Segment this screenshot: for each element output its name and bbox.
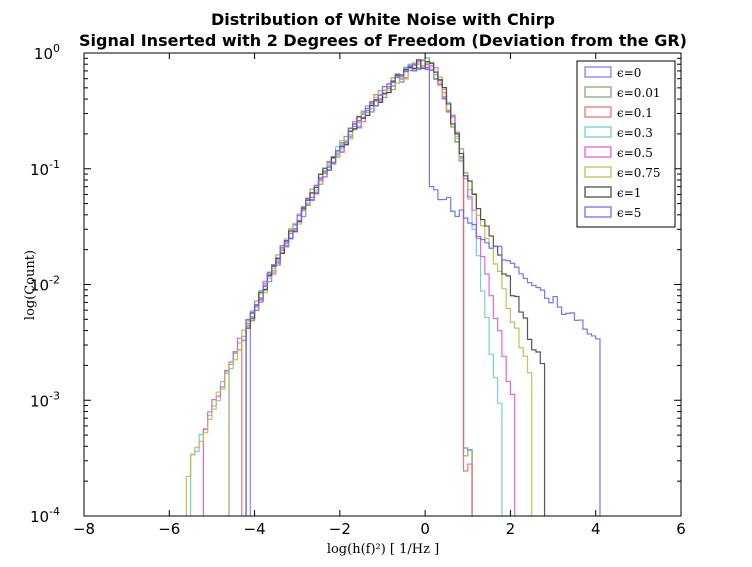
legend-swatch <box>584 86 612 98</box>
series-line <box>241 63 473 516</box>
legend-box <box>576 60 676 228</box>
legend-label: ϵ=0.5 <box>617 146 653 160</box>
legend-label: ϵ=0.75 <box>617 166 661 180</box>
legend-label: ϵ=0.3 <box>617 126 653 140</box>
x-tick-label: 2 <box>506 520 516 538</box>
series-line <box>249 59 473 516</box>
legend-swatch <box>584 66 612 78</box>
y-tick-label: 100 <box>34 42 60 63</box>
legend-swatch <box>584 166 612 178</box>
x-tick-label: −4 <box>244 520 266 538</box>
chart-title-line-1: Distribution of White Noise with Chirp <box>211 10 555 29</box>
legend-label: ϵ=0.1 <box>617 106 653 120</box>
series-line <box>185 61 533 516</box>
legend: ϵ=0 ϵ=0.01 ϵ=0.1 ϵ=0.3 ϵ=0.5 ϵ=0.75 ϵ=1 ϵ=5 <box>576 60 676 228</box>
x-tick-label: −8 <box>73 520 95 538</box>
y-axis-label: log(Count) <box>23 250 38 320</box>
x-tick-label: 0 <box>420 520 430 538</box>
legend-label: ϵ=5 <box>617 206 641 220</box>
plot-series <box>185 57 601 516</box>
x-axis-label: log(h(f)²) [ 1/Hz ] <box>327 542 439 557</box>
series-line <box>245 65 601 516</box>
legend-label: ϵ=1 <box>617 186 641 200</box>
x-tick-label: 4 <box>591 520 601 538</box>
legend-swatch <box>584 206 612 218</box>
x-tick-label: −2 <box>329 520 351 538</box>
legend-swatch <box>584 186 612 198</box>
legend-swatch <box>584 106 612 118</box>
legend-swatch <box>584 146 612 158</box>
series-line <box>245 59 546 516</box>
legend-swatch <box>584 126 612 138</box>
y-tick-label: 10-4 <box>30 505 60 526</box>
y-tick-label: 10-3 <box>30 389 60 410</box>
series-line <box>228 57 473 516</box>
x-tick-label: −6 <box>158 520 180 538</box>
chart-title-line-2: Signal Inserted with 2 Degrees of Freedo… <box>79 31 687 50</box>
legend-label: ϵ=0.01 <box>617 86 661 100</box>
y-tick-label: 10-1 <box>30 158 60 179</box>
x-tick-label: 6 <box>676 520 686 538</box>
x-axis-ticks: −8 −6 −4 −2 0 2 4 6 <box>73 53 686 538</box>
legend-label: ϵ=0 <box>617 66 641 80</box>
